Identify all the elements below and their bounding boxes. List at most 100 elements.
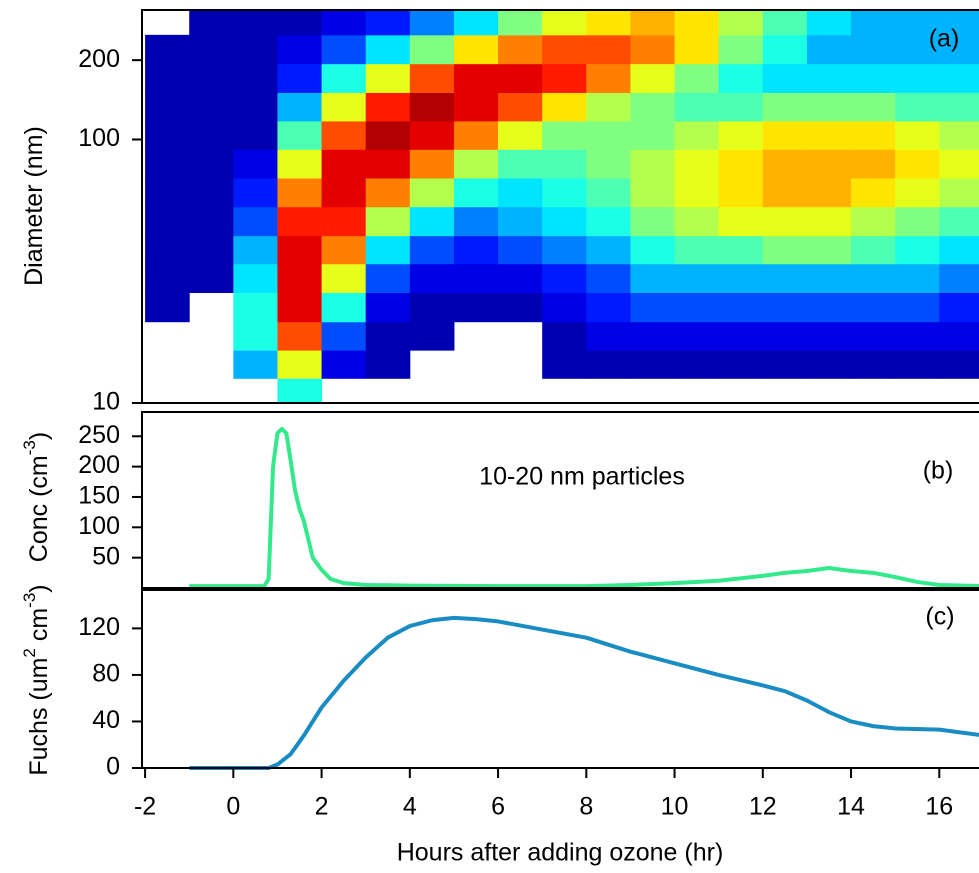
- heat-cell: [233, 92, 278, 122]
- heat-cell: [586, 34, 631, 65]
- heat-cell: [718, 177, 764, 208]
- heat-cell: [409, 10, 455, 36]
- heat-cell: [453, 292, 499, 323]
- y-axis-label: Diameter (nm): [20, 126, 48, 286]
- heat-cell: [895, 63, 940, 93]
- heat-cell: [939, 292, 979, 323]
- heat-cell: [542, 350, 587, 379]
- heat-cell: [145, 92, 190, 122]
- heat-cell: [939, 149, 979, 179]
- heat-cell: [762, 206, 808, 237]
- heat-cell: [453, 120, 499, 150]
- heat-cell: [851, 177, 896, 208]
- heat-cell: [895, 263, 940, 293]
- heat-cell: [321, 235, 367, 265]
- heat-cell: [321, 120, 367, 150]
- heat-cell: [453, 63, 499, 93]
- heat-cell: [939, 263, 979, 293]
- y-label-text: ): [25, 584, 53, 592]
- heat-cell: [806, 177, 852, 208]
- heat-cell: [498, 235, 543, 265]
- heat-cell: [277, 321, 323, 351]
- heat-cell: [409, 292, 455, 323]
- heat-cell: [277, 263, 323, 293]
- heat-cell: [806, 63, 852, 93]
- heat-cell: [409, 120, 455, 150]
- heat-cell: [542, 120, 587, 150]
- heat-cell: [586, 63, 631, 93]
- heat-cell: [806, 206, 852, 237]
- heat-cell: [762, 149, 808, 179]
- heat-cell: [498, 92, 543, 122]
- heat-cell: [498, 149, 543, 179]
- heat-cell: [762, 177, 808, 208]
- heat-cell: [586, 292, 631, 323]
- heat-cell: [895, 120, 940, 150]
- heat-cell: [321, 92, 367, 122]
- heat-cell: [498, 263, 543, 293]
- y-tick-label: 150: [78, 482, 120, 510]
- y-tick-label: 80: [92, 660, 120, 688]
- heat-cell: [718, 235, 764, 265]
- heat-cell: [851, 63, 896, 93]
- heat-cell: [453, 177, 499, 208]
- heat-cell: [189, 235, 234, 265]
- heat-cell: [409, 63, 455, 93]
- heat-cell: [453, 92, 499, 122]
- heat-cell: [630, 177, 676, 208]
- heat-cell: [365, 149, 411, 179]
- heat-cell: [674, 92, 720, 122]
- heat-cell: [851, 235, 896, 265]
- heat-cell: [145, 235, 190, 265]
- heat-cell: [189, 34, 234, 65]
- heat-cell: [277, 206, 323, 237]
- y-label-text: Fuchs (um: [25, 658, 53, 776]
- heat-cell: [189, 149, 234, 179]
- heat-cell: [321, 149, 367, 179]
- x-tick-label: 8: [579, 793, 593, 821]
- heat-cell: [453, 34, 499, 65]
- heat-cell: [409, 177, 455, 208]
- panel-label: (c): [925, 603, 954, 631]
- x-tick-label: 12: [749, 793, 777, 821]
- heat-cell: [321, 63, 367, 93]
- x-axis-label: Hours after adding ozone (hr): [397, 839, 724, 867]
- heat-cell: [939, 63, 979, 93]
- heat-cell: [895, 350, 940, 379]
- heat-cell: [498, 63, 543, 93]
- heatmap: [145, 10, 979, 403]
- heat-cell: [762, 235, 808, 265]
- heat-cell: [674, 263, 720, 293]
- heat-cell: [542, 92, 587, 122]
- heat-cell: [409, 263, 455, 293]
- heat-cell: [674, 206, 720, 237]
- heat-cell: [321, 350, 367, 379]
- heat-cell: [233, 177, 278, 208]
- heat-cell: [586, 177, 631, 208]
- heat-cell: [674, 63, 720, 93]
- heat-cell: [189, 63, 234, 93]
- heat-cell: [851, 92, 896, 122]
- heat-cell: [542, 34, 587, 65]
- heat-cell: [806, 350, 852, 379]
- heat-cell: [321, 206, 367, 237]
- heat-cell: [365, 10, 411, 36]
- x-tick-label: 14: [837, 793, 865, 821]
- heat-cell: [145, 149, 190, 179]
- heat-cell: [939, 92, 979, 122]
- heat-cell: [586, 350, 631, 379]
- heat-cell: [895, 149, 940, 179]
- heat-cell: [453, 149, 499, 179]
- y-tick-label: 250: [78, 421, 120, 449]
- heat-cell: [895, 92, 940, 122]
- heat-cell: [498, 10, 543, 36]
- y-tick-label: 100: [78, 124, 120, 152]
- heat-cell: [762, 10, 808, 36]
- x-tick-label: 0: [226, 793, 240, 821]
- heat-cell: [277, 177, 323, 208]
- heat-cell: [718, 63, 764, 93]
- heat-cell: [674, 149, 720, 179]
- heat-cell: [674, 235, 720, 265]
- heat-cell: [895, 292, 940, 323]
- x-tick-label: 4: [403, 793, 417, 821]
